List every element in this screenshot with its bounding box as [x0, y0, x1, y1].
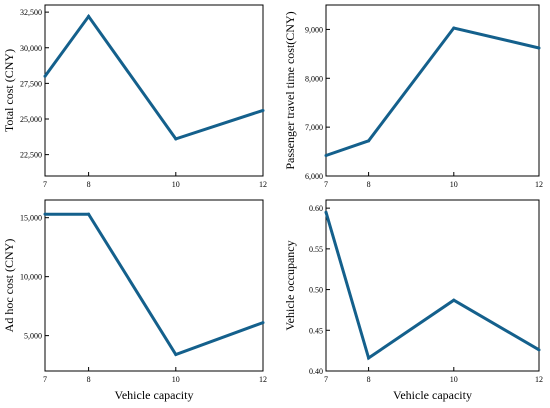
x-tick-label: 8 [87, 375, 91, 384]
x-axis-title: Vehicle capacity [393, 388, 472, 402]
x-tick-label: 8 [367, 180, 371, 189]
x-tick-label: 10 [172, 375, 180, 384]
data-point [174, 352, 178, 356]
y-tick-label: 10,000 [20, 273, 42, 282]
y-tick-label: 25,000 [20, 115, 42, 124]
y-tick-label: 0.50 [309, 286, 323, 295]
y-tick-label: 30,000 [20, 44, 42, 53]
x-tick-label: 7 [43, 180, 47, 189]
y-tick-label: 27,500 [20, 79, 42, 88]
y-tick-label: 0.60 [309, 204, 323, 213]
panel-4: 7 8 10 12 0.40 0.45 0.50 0.55 0.60 Vehicle occupa… [283, 199, 543, 402]
x-tick-label: 12 [259, 180, 267, 189]
y-tick-label: 9,000 [305, 25, 323, 34]
data-point [261, 321, 265, 325]
data-point [324, 153, 328, 157]
y-tick-label: 32,500 [20, 8, 42, 17]
data-point [367, 139, 371, 143]
y-tick-label: 6,000 [305, 172, 323, 181]
y-tick-label: 0.45 [309, 326, 323, 335]
x-tick-label: 7 [324, 180, 328, 189]
y-axis-title: Vehicle occupancy [283, 240, 297, 330]
y-axis-title: Total cost (CNY) [2, 49, 16, 132]
plot-frame [44, 199, 264, 372]
data-point [452, 26, 456, 30]
y-tick-label: 22,500 [20, 151, 42, 160]
x-tick-label: 10 [172, 180, 180, 189]
x-tick-label: 12 [535, 375, 543, 384]
data-point [367, 356, 371, 360]
panel-3: 7 8 10 12 5,000 10,000 15,000 Ad hoc cost (CNY)… [2, 199, 267, 402]
series-line [43, 13, 264, 141]
x-tick-label: 10 [450, 180, 458, 189]
data-point [452, 298, 456, 302]
y-tick-label: 0.55 [309, 245, 323, 254]
y-tick-label: 0.40 [309, 367, 323, 376]
data-point [87, 14, 91, 18]
x-tick-label: 12 [535, 180, 543, 189]
data-point [324, 210, 328, 214]
plot-frame [325, 199, 540, 372]
x-tick-label: 7 [43, 375, 47, 384]
panel-1: 7 8 10 12 22,500 25,000 27,500 30,000 32,500 Tota… [2, 4, 267, 189]
series-line [45, 212, 264, 357]
series-line [325, 26, 540, 157]
data-point [174, 137, 178, 141]
x-tick-label: 10 [450, 375, 458, 384]
plot-frame [325, 4, 540, 177]
x-tick-label: 8 [87, 180, 91, 189]
data-point [43, 212, 47, 216]
x-tick-label: 12 [259, 375, 267, 384]
data-point [537, 46, 541, 50]
x-tick-label: 8 [367, 375, 371, 384]
data-point [261, 108, 265, 112]
panel-2: 7 8 10 12 6,000 7,000 8,000 9,000 Passenger trav… [283, 4, 543, 189]
series-line [324, 211, 540, 361]
plot-frame [44, 4, 264, 177]
data-point [87, 212, 91, 216]
data-point [537, 348, 541, 352]
y-axis-title: Ad hoc cost (CNY) [2, 239, 16, 333]
y-tick-label: 5,000 [24, 332, 42, 341]
y-axis-title: Passenger travel time cost(CNY) [283, 11, 297, 169]
y-tick-label: 8,000 [305, 74, 323, 83]
x-tick-label: 7 [324, 375, 328, 384]
data-point [43, 74, 47, 78]
y-tick-label: 15,000 [20, 214, 42, 223]
x-axis-title: Vehicle capacity [115, 388, 194, 402]
y-tick-label: 7,000 [305, 123, 323, 132]
